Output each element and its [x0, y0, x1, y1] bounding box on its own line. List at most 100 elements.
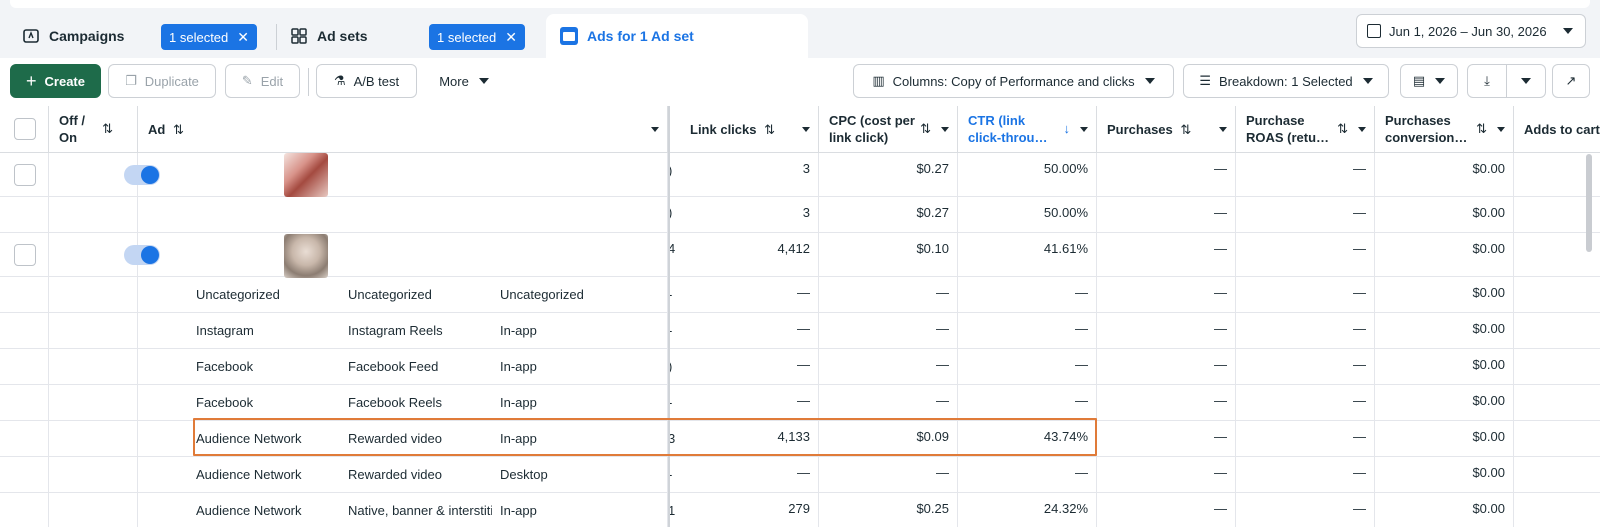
select-all-checkbox[interactable] [14, 118, 36, 140]
adds-to-cart-cell [1514, 457, 1600, 492]
header-cpc[interactable]: CPC (cost per link click) ⇅ [819, 106, 958, 153]
table-row[interactable]: Audience Network Native, banner & inters… [0, 493, 1600, 527]
edit-button[interactable]: ✎ Edit [225, 64, 300, 98]
clipped-value: - [668, 323, 673, 338]
tab-campaigns[interactable]: Campaigns [22, 14, 124, 58]
arrow-down-icon[interactable]: ↓ [1063, 121, 1071, 136]
campaigns-selected-chip[interactable]: 1 selected ✕ [161, 24, 257, 50]
more-button[interactable]: More [426, 64, 502, 98]
duplicate-button[interactable]: ❐ Duplicate [108, 64, 216, 98]
header-adds-to-cart[interactable]: Adds to cart [1514, 106, 1600, 153]
header-purchase-roas[interactable]: Purchase ROAS (retu… ⇅ [1236, 106, 1375, 153]
header-link-clicks[interactable]: Link clicks ⇅ [680, 106, 819, 153]
header-purchases[interactable]: Purchases ⇅ [1097, 106, 1236, 153]
export-button[interactable]: ⤓ [1467, 64, 1507, 98]
toggle-knob [141, 246, 159, 264]
chevron-down-icon[interactable] [1080, 127, 1088, 132]
sort-icon[interactable]: ⇅ [1337, 121, 1348, 136]
row-toggle-cell [49, 153, 160, 196]
row-toggle-cell [49, 277, 138, 312]
device-label: Desktop [500, 467, 548, 482]
device-label: In-app [500, 323, 537, 338]
header-ctr-line2: click-throu… [968, 130, 1048, 145]
table-row[interactable]: ) 3 $0.27 50.00% — — $0.00 [0, 197, 1600, 233]
sort-icon[interactable]: ⇅ [102, 121, 113, 136]
sort-icon[interactable]: ⇅ [172, 122, 184, 137]
header-roas-line1: Purchase [1246, 113, 1305, 128]
placement-label: Facebook Feed [348, 359, 439, 374]
table-row[interactable]: 4 4,412 $0.10 41.61% — — $0.00 [0, 233, 1600, 278]
row-checkbox[interactable] [14, 164, 36, 186]
header-purchases-conversion[interactable]: Purchases conversion… ⇅ [1375, 106, 1514, 153]
ads-icon [560, 27, 578, 45]
tab-ad-sets[interactable]: Ad sets [290, 14, 368, 58]
chevron-down-icon[interactable] [651, 127, 659, 132]
cpc-cell: $0.27 [819, 197, 958, 232]
ad-sets-selected-chip[interactable]: 1 selected ✕ [429, 24, 525, 50]
header-ctr[interactable]: CTR (link click-throu… ↓ [958, 106, 1097, 153]
level-tabs: Campaigns 1 selected ✕ Ad sets 1 selecte… [0, 14, 1600, 58]
clipped-value: 4 [668, 241, 676, 256]
chevron-down-icon[interactable] [802, 127, 810, 132]
campaign-folder-icon [22, 27, 40, 45]
chevron-down-icon[interactable] [1358, 127, 1366, 132]
frozen-column-divider [668, 106, 670, 527]
table-row[interactable]: Instagram Instagram Reels In-app - — — —… [0, 313, 1600, 349]
row-checkbox[interactable] [14, 244, 36, 266]
close-icon[interactable]: ✕ [237, 28, 249, 45]
cpc-cell: — [819, 277, 958, 312]
table-row[interactable]: Uncategorized Uncategorized Uncategorize… [0, 277, 1600, 313]
sort-icon[interactable]: ⇅ [920, 121, 931, 136]
tab-divider [276, 24, 277, 50]
row-select-cell [0, 421, 49, 456]
link-clicks-cell: — [680, 313, 819, 348]
date-range-picker[interactable]: Jun 1, 2026 – Jun 30, 2026 [1356, 14, 1586, 48]
ad-sets-selected-label: 1 selected [437, 29, 497, 45]
sort-icon[interactable]: ⇅ [764, 122, 776, 137]
ad-name-cell[interactable]: ) [138, 153, 672, 197]
create-button[interactable]: + Create [10, 64, 101, 98]
vertical-scrollbar[interactable] [1586, 154, 1592, 252]
header-ad[interactable]: Ad ⇅ [138, 106, 668, 153]
chevron-down-icon[interactable] [1497, 127, 1505, 132]
pencil-icon: ✎ [241, 73, 253, 88]
placement-label: Uncategorized [348, 287, 432, 302]
export-menu-button[interactable] [1506, 64, 1546, 98]
ad-toggle[interactable] [124, 165, 160, 185]
table-row[interactable]: Audience Network Rewarded video Desktop … [0, 457, 1600, 493]
sort-icon[interactable]: ⇅ [1180, 122, 1192, 137]
breakdown-cell: Audience Network Rewarded video Desktop … [138, 457, 672, 492]
breakdown-button[interactable]: ☰ Breakdown: 1 Selected [1183, 64, 1389, 98]
ad-toggle[interactable] [124, 245, 160, 265]
table-row[interactable]: Facebook Facebook Reels In-app - — — — —… [0, 385, 1600, 421]
tab-ads[interactable]: Ads for 1 Ad set [546, 14, 808, 58]
clipped-value: 3 [668, 431, 676, 446]
cpc-cell: $0.09 [819, 421, 958, 456]
cpc-cell: — [819, 385, 958, 420]
ab-test-button[interactable]: ⚗ A/B test [316, 64, 417, 98]
header-off-on[interactable]: Off / On ⇅ [49, 106, 138, 153]
table-row[interactable]: ) 3 $0.27 50.00% — — $0.00 [0, 153, 1600, 197]
calendar-icon [1367, 24, 1381, 38]
header-purchases-label: Purchases [1107, 122, 1173, 137]
ad-thumbnail[interactable] [284, 234, 328, 278]
ad-thumbnail[interactable] [284, 153, 328, 197]
table-row[interactable]: Audience Network Rewarded video In-app 3… [0, 421, 1600, 457]
ad-name-cell[interactable]: ) [138, 197, 672, 232]
purchases-cell: — [1097, 313, 1236, 348]
chevron-down-icon [1435, 78, 1446, 84]
chevron-down-icon[interactable] [1219, 127, 1227, 132]
ad-name-cell[interactable]: 4 [138, 233, 675, 278]
sort-icon[interactable]: ⇅ [1476, 121, 1487, 136]
close-icon[interactable]: ✕ [505, 28, 517, 45]
conversion-cell: $0.00 [1375, 233, 1514, 276]
reports-button[interactable]: ▤ [1400, 64, 1458, 98]
chevron-down-icon[interactable] [941, 127, 949, 132]
adds-to-cart-cell [1514, 313, 1600, 348]
charts-button[interactable]: ↗ [1552, 64, 1590, 98]
conversion-cell: $0.00 [1375, 277, 1514, 312]
columns-button[interactable]: ▥ Columns: Copy of Performance and click… [853, 64, 1174, 98]
ctr-cell: — [958, 385, 1097, 420]
table-row[interactable]: Facebook Facebook Feed In-app ) — — — — … [0, 349, 1600, 385]
tab-campaigns-label: Campaigns [49, 28, 125, 44]
